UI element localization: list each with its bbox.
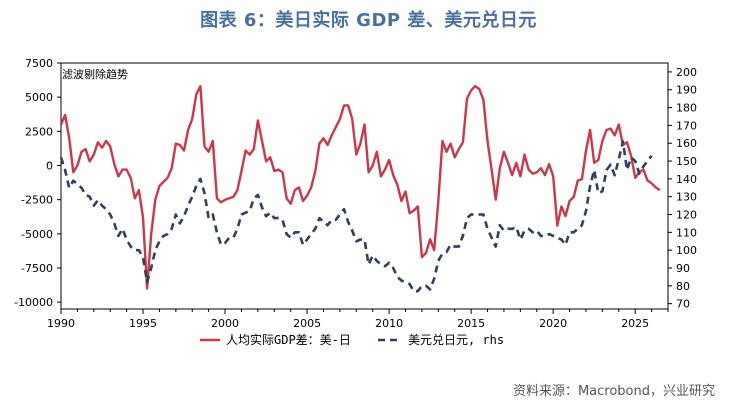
right-tick-label: 120 <box>676 209 697 222</box>
left-tick-label: -2500 <box>21 194 53 207</box>
series-layer <box>59 84 661 293</box>
usdjpy-line <box>59 140 653 293</box>
right-tick-label: 170 <box>676 119 697 132</box>
x-axis: 1990 1995 2000 2005 2010 2015 2020 2025 <box>47 309 669 330</box>
left-tick-label: 7500 <box>25 57 53 70</box>
x-tick-label: 2015 <box>457 317 485 330</box>
plot-border <box>60 62 669 310</box>
x-tick-label: 2010 <box>375 317 403 330</box>
right-tick-label: 150 <box>676 155 697 168</box>
left-tick-label: 2500 <box>25 125 53 138</box>
source-note: 资料来源：Macrobond，兴业研究 <box>512 384 715 399</box>
right-tick-label: 160 <box>676 137 697 150</box>
axis-annotation: 滤波剔除趋势 <box>62 67 128 81</box>
left-tick-label: 0 <box>46 160 53 173</box>
right-tick-label: 90 <box>676 262 690 275</box>
right-tick-label: 130 <box>676 191 697 204</box>
right-tick-label: 200 <box>676 66 697 79</box>
right-tick-label: 180 <box>676 102 697 115</box>
x-tick-label: 2005 <box>293 317 321 330</box>
legend-label-usdjpy: 美元兑日元, rhs <box>408 333 504 347</box>
right-tick-label: 190 <box>676 84 697 97</box>
right-tick-label: 70 <box>676 298 690 311</box>
legend: 人均实际GDP差：美-日 美元兑日元, rhs <box>200 332 504 347</box>
right-tick-label: 110 <box>676 226 697 239</box>
x-tick-label: 2020 <box>539 317 567 330</box>
x-tick-label: 2000 <box>211 317 239 330</box>
legend-label-gdp: 人均实际GDP差：美-日 <box>226 332 351 347</box>
left-tick-label: -7500 <box>21 262 53 275</box>
right-axis: 70 80 90 100 110 120 130 140 150 160 170 180 190 200 <box>668 66 697 311</box>
left-tick-label: -5000 <box>21 228 53 241</box>
right-tick-label: 80 <box>676 280 690 293</box>
x-tick-label: 2025 <box>621 317 649 330</box>
x-tick-label: 1990 <box>47 317 75 330</box>
right-tick-label: 140 <box>676 173 697 186</box>
gdp-gap-line <box>59 84 661 290</box>
left-axis: 7500 5000 2500 0 -2500 -5000 -7500 -10000 <box>14 57 61 309</box>
left-tick-label: -10000 <box>14 296 53 309</box>
x-tick-label: 1995 <box>129 317 157 330</box>
plot-frame <box>60 62 669 310</box>
chart-title: 图表 6：美日实际 GDP 差、美元兑日元 <box>200 10 537 31</box>
left-tick-label: 5000 <box>25 91 53 104</box>
right-tick-label: 100 <box>676 244 697 257</box>
